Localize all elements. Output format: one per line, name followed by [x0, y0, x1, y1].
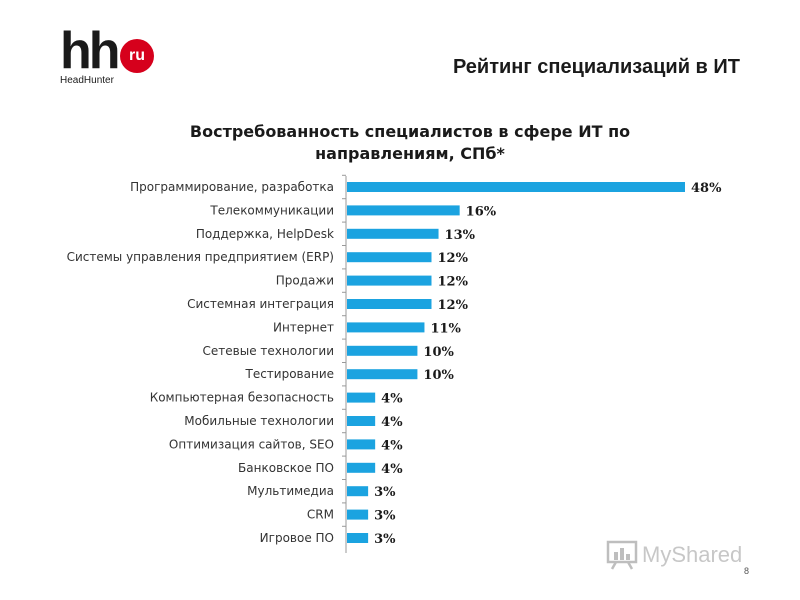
- category-label: Системная интеграция: [187, 297, 334, 311]
- bar: [347, 228, 439, 239]
- category-label: Мобильные технологии: [184, 414, 334, 428]
- category-label: Интернет: [273, 320, 334, 334]
- headhunter-logo: hh ru HeadHunter: [60, 22, 170, 93]
- category-label: CRM: [307, 508, 334, 522]
- value-label: 16%: [466, 204, 497, 219]
- bar: [347, 182, 685, 192]
- value-label: 4%: [381, 392, 403, 407]
- category-label: Компьютерная безопасность: [150, 391, 334, 405]
- bar: [347, 369, 418, 380]
- value-label: 4%: [381, 462, 403, 477]
- logo-subtitle: HeadHunter: [60, 75, 114, 86]
- bar: [347, 533, 369, 543]
- bar: [347, 462, 376, 473]
- category-label: Системы управления предприятием (ERP): [67, 250, 334, 264]
- value-label: 10%: [423, 368, 454, 383]
- bar: [347, 252, 432, 263]
- category-label: Банковское ПО: [238, 461, 334, 475]
- value-label: 48%: [691, 181, 722, 196]
- bar: [347, 322, 425, 333]
- value-label: 12%: [438, 251, 469, 266]
- value-label: 10%: [423, 345, 454, 360]
- value-label: 11%: [430, 321, 461, 336]
- bar: [347, 416, 376, 426]
- category-label: Телекоммуникации: [209, 203, 334, 217]
- category-label: Мультимедиа: [247, 484, 334, 498]
- watermark-text: MyShared: [642, 542, 743, 567]
- logo-mark: hh: [60, 22, 121, 80]
- value-label: 12%: [438, 298, 469, 313]
- value-label: 4%: [381, 438, 403, 453]
- logo-badge: ru: [120, 39, 154, 73]
- chart-title-line-1: Востребованность специалистов в сфере ИТ…: [189, 122, 631, 141]
- watermark: MyShared: [606, 538, 766, 572]
- bar: [347, 439, 376, 450]
- bar: [347, 486, 369, 497]
- category-label: Игровое ПО: [260, 531, 334, 545]
- value-label: 4%: [381, 415, 403, 430]
- category-label: Поддержка, HelpDesk: [196, 227, 334, 241]
- value-label: 12%: [438, 275, 469, 290]
- bar: [347, 205, 460, 216]
- page-title: Рейтинг специализаций в ИТ: [452, 56, 740, 78]
- value-label: 3%: [374, 485, 396, 500]
- page-number: 8: [744, 566, 750, 576]
- category-label: Программирование, разработка: [130, 180, 334, 194]
- bar: [347, 509, 369, 520]
- category-label: Тестирование: [244, 367, 334, 381]
- value-label: 3%: [374, 509, 396, 524]
- chart-title: Востребованность специалистов в сфере ИТ…: [150, 121, 670, 165]
- bar: [347, 392, 376, 403]
- chart-icon: [606, 540, 638, 570]
- bar: [347, 275, 432, 286]
- bar: [347, 299, 432, 309]
- category-label: Продажи: [276, 274, 334, 288]
- category-label: Сетевые технологии: [203, 344, 334, 358]
- value-label: 3%: [374, 532, 396, 547]
- bar: [347, 345, 418, 356]
- category-label: Оптимизация сайтов, SEO: [169, 437, 334, 451]
- chart-title-line-2: направлениям, СПб*: [315, 144, 505, 163]
- value-label: 13%: [445, 228, 476, 243]
